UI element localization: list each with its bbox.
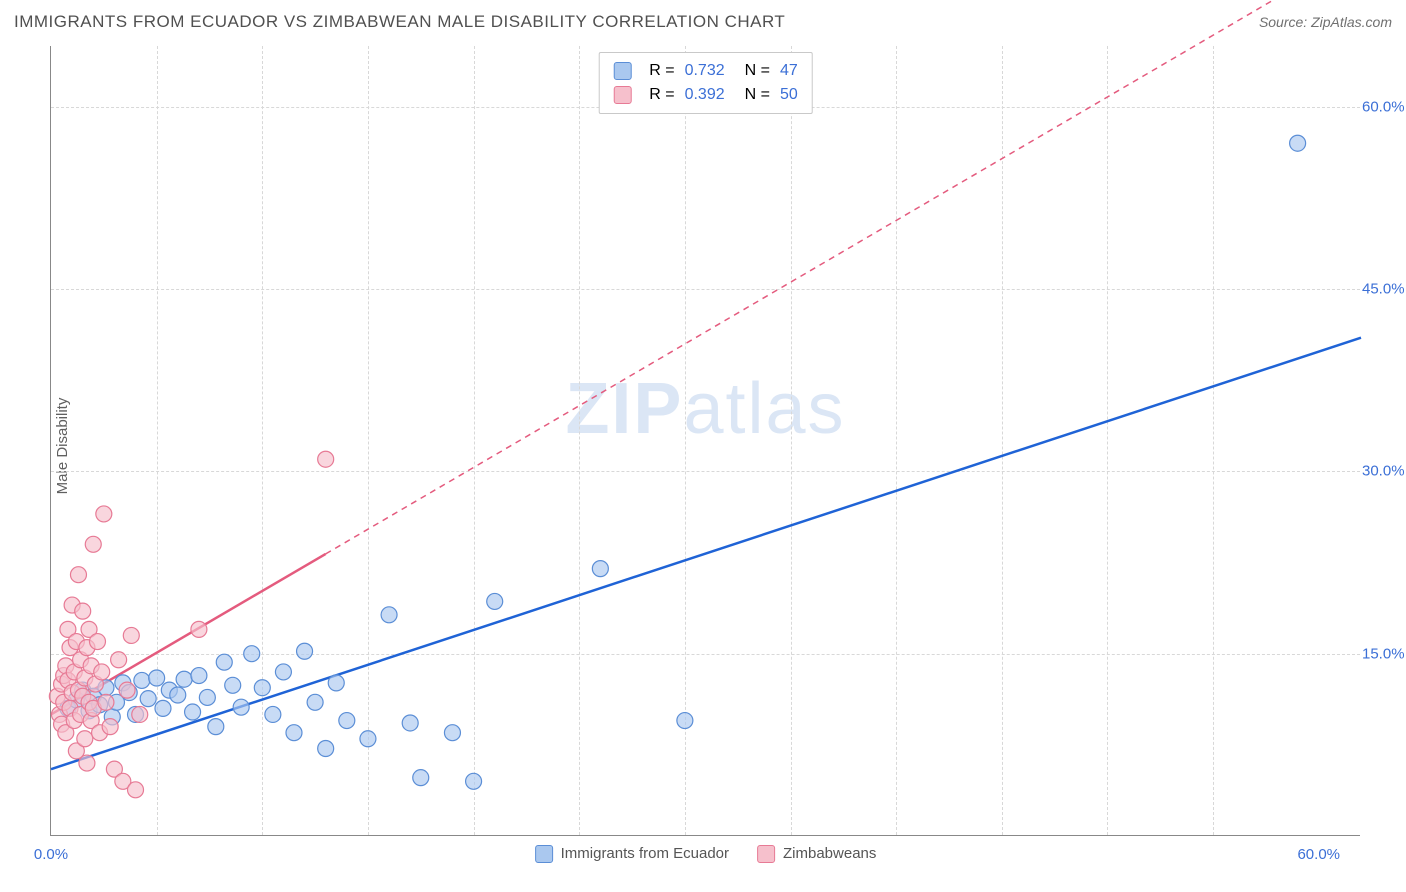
data-point-ecuador xyxy=(191,668,207,684)
data-point-zimbabwe xyxy=(85,536,101,552)
source-label: Source: ZipAtlas.com xyxy=(1259,14,1392,30)
data-point-ecuador xyxy=(328,675,344,691)
trend-line-dash-zimbabwe xyxy=(326,0,1361,554)
data-point-ecuador xyxy=(339,713,355,729)
data-point-ecuador xyxy=(413,770,429,786)
legend-item-zimbabwe: Zimbabweans xyxy=(757,845,876,863)
data-point-zimbabwe xyxy=(75,603,91,619)
legend-n-label: N = xyxy=(745,59,770,83)
data-point-zimbabwe xyxy=(119,682,135,698)
data-point-ecuador xyxy=(233,699,249,715)
data-point-ecuador xyxy=(592,561,608,577)
data-point-ecuador xyxy=(677,713,693,729)
data-point-zimbabwe xyxy=(89,634,105,650)
data-point-ecuador xyxy=(225,677,241,693)
data-point-ecuador xyxy=(360,731,376,747)
legend-r-value: 0.732 xyxy=(685,59,725,83)
data-point-ecuador xyxy=(199,689,215,705)
data-point-ecuador xyxy=(444,725,460,741)
data-point-ecuador xyxy=(1290,135,1306,151)
data-point-ecuador xyxy=(185,704,201,720)
legend-swatch-zimbabwe xyxy=(757,845,775,863)
data-point-ecuador xyxy=(381,607,397,623)
data-point-zimbabwe xyxy=(132,706,148,722)
data-point-zimbabwe xyxy=(111,652,127,668)
legend-r-label: R = xyxy=(649,83,674,107)
chart-title: IMMIGRANTS FROM ECUADOR VS ZIMBABWEAN MA… xyxy=(14,12,785,32)
data-point-ecuador xyxy=(134,672,150,688)
legend-n-value: 50 xyxy=(780,83,798,107)
x-tick-label: 0.0% xyxy=(34,846,68,863)
data-point-ecuador xyxy=(275,664,291,680)
legend-r-value: 0.392 xyxy=(685,83,725,107)
legend-swatch-ecuador xyxy=(613,62,631,80)
data-point-zimbabwe xyxy=(318,451,334,467)
data-point-ecuador xyxy=(208,719,224,735)
data-point-zimbabwe xyxy=(96,506,112,522)
legend-swatch-ecuador xyxy=(535,845,553,863)
data-point-ecuador xyxy=(176,671,192,687)
data-point-zimbabwe xyxy=(79,755,95,771)
data-point-ecuador xyxy=(318,740,334,756)
data-point-ecuador xyxy=(244,646,260,662)
y-tick-label: 15.0% xyxy=(1362,645,1406,662)
legend-r-label: R = xyxy=(649,59,674,83)
data-point-zimbabwe xyxy=(98,694,114,710)
data-point-ecuador xyxy=(265,706,281,722)
data-point-zimbabwe xyxy=(191,621,207,637)
data-point-ecuador xyxy=(286,725,302,741)
data-point-ecuador xyxy=(140,691,156,707)
data-point-ecuador xyxy=(466,773,482,789)
legend-swatch-zimbabwe xyxy=(613,86,631,104)
legend-n-value: 47 xyxy=(780,59,798,83)
data-point-ecuador xyxy=(307,694,323,710)
series-legend: Immigrants from Ecuador Zimbabweans xyxy=(535,845,877,863)
x-tick-label: 60.0% xyxy=(1297,846,1340,863)
data-point-ecuador xyxy=(297,643,313,659)
correlation-legend: R = 0.732 N = 47 R = 0.392 N = 50 xyxy=(598,52,813,114)
data-point-ecuador xyxy=(149,670,165,686)
legend-label: Immigrants from Ecuador xyxy=(561,845,729,862)
legend-label: Zimbabweans xyxy=(783,845,876,862)
data-point-zimbabwe xyxy=(128,782,144,798)
y-tick-label: 45.0% xyxy=(1362,281,1406,298)
data-point-ecuador xyxy=(155,700,171,716)
data-point-ecuador xyxy=(170,687,186,703)
data-point-zimbabwe xyxy=(94,664,110,680)
y-tick-label: 30.0% xyxy=(1362,463,1406,480)
legend-item-ecuador: Immigrants from Ecuador xyxy=(535,845,729,863)
legend-n-label: N = xyxy=(745,83,770,107)
data-point-zimbabwe xyxy=(70,567,86,583)
legend-row-zimbabwe: R = 0.392 N = 50 xyxy=(613,83,798,107)
data-point-ecuador xyxy=(402,715,418,731)
data-point-ecuador xyxy=(216,654,232,670)
data-point-ecuador xyxy=(487,593,503,609)
scatter-svg xyxy=(51,46,1360,835)
plot-area: ZIPatlas 15.0%30.0%45.0%60.0% R = 0.732N… xyxy=(50,46,1360,836)
data-point-zimbabwe xyxy=(77,731,93,747)
data-point-zimbabwe xyxy=(102,719,118,735)
y-tick-label: 60.0% xyxy=(1362,98,1406,115)
data-point-zimbabwe xyxy=(123,627,139,643)
data-point-ecuador xyxy=(254,680,270,696)
legend-row-ecuador: R = 0.732 N = 47 xyxy=(613,59,798,83)
